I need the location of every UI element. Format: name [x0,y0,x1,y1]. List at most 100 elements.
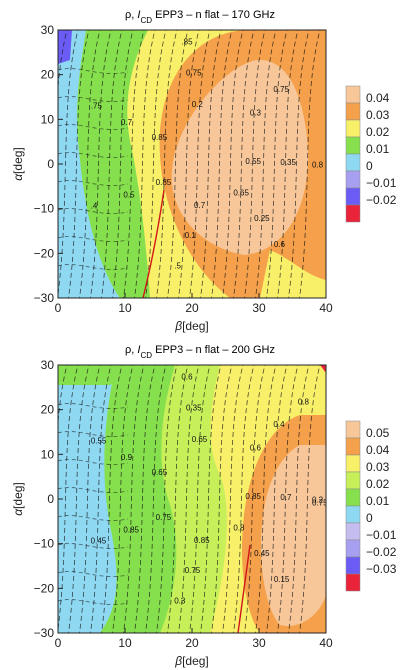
contour-label: 0.85 [194,536,210,545]
iso-line [58,208,129,214]
colorbar-swatch [345,187,361,206]
contour-bands: 0.55 0.65 0.7 0.85 0.85 0.2 0.3 0.35 0.25 0.1 0.5 0… [58,30,326,298]
iso-line [68,30,90,298]
x-tick-label: 30 [252,301,266,315]
iso-line [58,30,79,298]
colorbar-label: 0.04 [366,443,390,457]
iso-line [123,30,145,298]
iso-line [156,30,178,298]
iso-line [58,599,129,605]
colorbar-label: −0.03 [366,562,397,576]
contour-band [320,365,326,373]
iso-line [299,365,321,633]
contour-label: 0.35 [280,158,296,167]
contour-label: 0.1 [185,231,197,240]
iso-line [189,30,211,298]
contour-bands: 0.85 0.8 0.85 0.75 0.65 0.65 0.6 0.7 0.45 0.75 0.8… [58,365,328,633]
iso-line [123,365,145,633]
y-tick-label: 30 [41,23,55,37]
colorbar-swatch [345,204,361,223]
x-axis-label-unit: [deg] [182,654,209,668]
y-tick-label: 30 [41,358,55,372]
y-tick-label: −30 [34,626,55,640]
contour-label: 0.15 [274,575,290,584]
colorbar-swatch [345,522,361,541]
iso-line [145,30,167,298]
contour-label: 0.75 [312,499,328,508]
y-tick-label: −20 [34,246,55,260]
y-axis-label-symbol: α [11,173,25,181]
iso-line [156,365,178,633]
iso-line [266,365,288,633]
iso-line [178,30,200,298]
colorbar-swatch [345,102,361,121]
iso-line [58,487,129,493]
contour-label: 0.75 [273,85,289,94]
contour-label: 0.55 [245,157,261,166]
x-tick-label: 20 [185,636,199,650]
iso-line [233,30,255,298]
iso-line [90,30,112,298]
contour-label: 0.75 [185,566,201,575]
colorbar-label: 0.02 [366,125,390,139]
title-part: CD [140,351,152,360]
iso-line [58,124,129,130]
x-axis-label-symbol: β [174,319,182,333]
iso-line [145,365,167,633]
colorbar-swatch [345,454,361,473]
colorbar-swatch [345,85,361,104]
iso-line [233,365,255,633]
x-tick-label: 10 [118,636,132,650]
iso-line [288,30,310,298]
iso-line [58,152,129,158]
title-part: EPP3 – n flat – 200 GHz [152,344,275,356]
y-tick-label: 20 [41,68,55,82]
x-tick-label: 0 [55,636,62,650]
y-tick-label: −10 [34,202,55,216]
colorbar-label: 0 [366,159,373,173]
colorbar-swatch [345,471,361,490]
contour-label: 0.7 [121,118,133,127]
iso-line [134,30,156,298]
iso-line [58,543,129,549]
iso-line [58,515,129,521]
iso-line [200,365,222,633]
y-tick-label: −20 [34,581,55,595]
contour-label: 0.65 [152,468,168,477]
colorbar-swatch [345,539,361,558]
contour-label: 0.6 [181,372,193,381]
contour-label: 0.25 [254,214,270,223]
contour-label: 0.35 [186,404,202,413]
iso-line [277,30,299,298]
iso-line [112,30,134,298]
iso-line [58,180,129,186]
contour-label: 0.85 [156,178,172,187]
contour-label: 0.3 [250,108,262,117]
x-axis-label-symbol: β [174,654,182,668]
x-axis-label: β[deg] [174,654,209,668]
contour-label: 0.85 [152,133,168,142]
contour-label: 0.65 [192,435,208,444]
contour-plot-200ghz: ρ, ICD EPP3 – n flat – 200 GHz0.850.80.8… [11,344,397,668]
contour-label: 0.65 [233,189,249,198]
iso-line [222,30,244,298]
colorbar-label: −0.01 [366,528,397,542]
chart-panel-170ghz: ρ, ICD EPP3 – n flat – 170 GHz 0.55 0.65 0.… [11,9,397,333]
colorbar-swatch [345,488,361,507]
chart-title: ρ, ICD EPP3 – n flat – 170 GHz [125,9,275,25]
y-tick-label: −30 [34,291,55,305]
y-tick-label: −10 [34,537,55,551]
iso-line [266,30,288,298]
iso-line [255,365,277,633]
iso-line [79,365,101,633]
iso-line [58,236,129,242]
contour-band [58,365,150,385]
x-tick-label: 10 [118,301,132,315]
iso-line [58,403,129,409]
contour-label: .5 [174,261,181,270]
contour-label: 0.2 [312,495,324,504]
x-tick-label: 40 [319,636,333,650]
title-part: ρ, [125,344,137,356]
contour-label: 0.85 [245,492,261,501]
iso-line [68,365,90,633]
